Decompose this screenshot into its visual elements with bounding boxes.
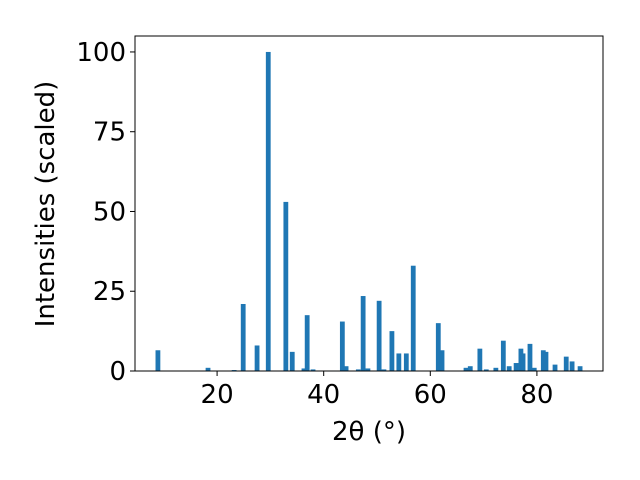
y-tick-label: 0 — [109, 357, 126, 387]
bar — [439, 350, 445, 371]
x-tick-label: 80 — [520, 380, 553, 410]
bar — [265, 51, 271, 371]
bar — [381, 369, 387, 371]
bar — [240, 304, 246, 371]
bar — [435, 323, 441, 371]
bar — [527, 343, 533, 371]
bar — [531, 367, 537, 371]
bar — [360, 296, 366, 371]
bar — [520, 353, 526, 371]
plot-frame — [134, 35, 604, 372]
bar — [410, 265, 416, 371]
bar — [563, 356, 569, 371]
y-axis-label: Intensities (scaled) — [31, 81, 61, 328]
y-tick-label: 50 — [93, 197, 126, 227]
x-axis-label: 2θ (°) — [332, 417, 406, 447]
bar — [365, 368, 371, 371]
bar — [467, 366, 473, 371]
x-tick-label: 40 — [307, 380, 340, 410]
bar — [339, 321, 345, 371]
bar — [463, 367, 469, 371]
bar — [543, 351, 549, 371]
x-tick-label: 60 — [414, 380, 447, 410]
bar — [569, 361, 575, 371]
bar — [403, 353, 409, 371]
bar — [477, 348, 483, 371]
bar — [506, 366, 512, 371]
bar — [310, 369, 316, 371]
bar — [483, 369, 489, 371]
y-tick-label: 100 — [76, 38, 126, 68]
bar — [513, 363, 519, 371]
bar — [155, 350, 161, 371]
bar — [343, 366, 349, 371]
bar — [376, 300, 382, 371]
bar — [540, 350, 546, 371]
bar — [289, 351, 295, 371]
x-tick-label: 20 — [201, 380, 234, 410]
bar — [254, 345, 260, 371]
bar — [552, 364, 558, 371]
y-tick-label: 25 — [93, 277, 126, 307]
y-tick-label: 75 — [93, 118, 126, 148]
bar — [304, 315, 310, 371]
bar — [205, 367, 211, 371]
bar — [396, 353, 402, 371]
bar — [355, 369, 361, 371]
bar — [301, 368, 307, 371]
bar — [389, 331, 395, 371]
bar — [283, 201, 289, 371]
bar — [493, 367, 499, 371]
bar — [500, 340, 506, 371]
bar — [577, 366, 583, 371]
